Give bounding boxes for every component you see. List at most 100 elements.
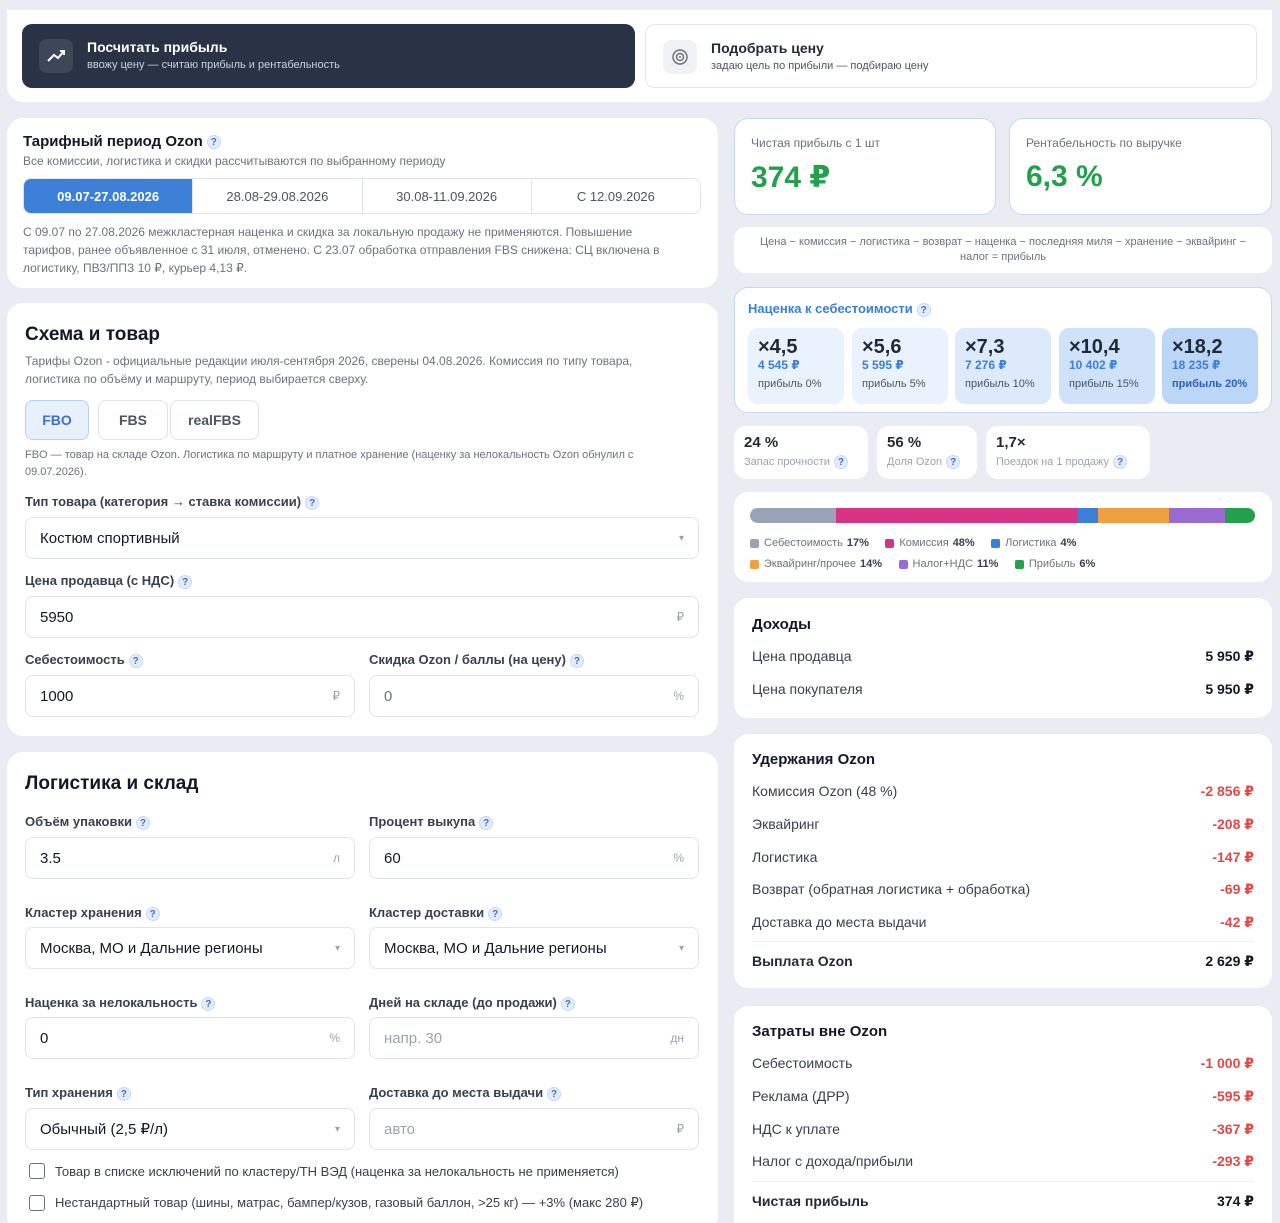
volume-value: 3.5 — [40, 849, 61, 867]
help-icon[interactable]: ? — [946, 455, 961, 469]
markup-title: Наценка к себестоимости? — [748, 301, 931, 317]
help-icon[interactable]: ? — [305, 495, 320, 510]
legend-name: Прибыль — [1028, 558, 1076, 570]
help-icon[interactable]: ? — [833, 455, 848, 469]
trend-up-icon — [39, 39, 73, 73]
income-row: Цена продавца 5 950 ₽ — [752, 648, 1254, 665]
row-value: 374 ₽ — [1217, 1193, 1254, 1209]
mode-calc-subtitle: ввожу цену — считаю прибыль и рентабельн… — [87, 59, 340, 71]
outside-row: Себестоимость -1 000 ₽ — [752, 1055, 1254, 1072]
markup-card: Наценка к себестоимости? ×4,5 4 545 ₽ приб… — [734, 287, 1272, 413]
price-value: 5950 — [40, 608, 74, 626]
storage-cluster-select[interactable]: Москва, МО и Дальние регионы ▾ — [25, 927, 355, 969]
help-icon[interactable]: ? — [145, 906, 160, 921]
period-tab-4[interactable]: С 12.09.2026 — [530, 179, 700, 213]
markup-item[interactable]: ×4,5 4 545 ₽ прибыль 0% — [748, 328, 844, 404]
help-icon[interactable]: ? — [560, 996, 575, 1011]
breakdown-bar — [750, 508, 1255, 523]
scheme-tab-fbo[interactable]: FBO — [25, 400, 89, 440]
storage-type-select[interactable]: Обычный (2,5 ₽/л) ▾ — [25, 1108, 355, 1150]
period-tab-1[interactable]: 09.07-27.08.2026 — [24, 179, 193, 213]
category-label-text: Тип товара (категория → ставка комиссии) — [25, 494, 302, 509]
help-icon[interactable]: ? — [547, 1086, 562, 1101]
row-label: Выплата Ozon — [752, 953, 853, 969]
markup-item[interactable]: ×5,6 5 595 ₽ прибыль 5% — [852, 328, 948, 404]
markup-item[interactable]: ×7,3 7 276 ₽ прибыль 10% — [955, 328, 1051, 404]
help-icon[interactable]: ? — [1113, 455, 1127, 469]
ozon-card: Удержания Ozon Комиссия Ozon (48 %) -2 85… — [734, 734, 1272, 988]
markup-price: 10 402 ₽ — [1069, 358, 1118, 372]
scheme-tab-fbs[interactable]: FBS — [98, 400, 168, 440]
category-select[interactable]: Костюм спортивный ▾ — [25, 517, 699, 559]
help-icon[interactable]: ? — [916, 302, 931, 317]
mode-calc-button[interactable]: Посчитать прибыль ввожу цену — считаю пр… — [22, 24, 635, 88]
period-tab-2[interactable]: 28.08-29.08.2026 — [192, 179, 361, 213]
scheme-tab-realfbs[interactable]: realFBS — [170, 400, 259, 440]
delivery-cluster-select[interactable]: Москва, МО и Дальние регионы ▾ — [369, 927, 699, 969]
volume-unit: л — [332, 851, 340, 865]
logistics-card: Логистика и склад Объём упаковки? 3.5 л П… — [7, 752, 718, 1223]
metric-safety: 24 % Запас прочности? — [734, 426, 868, 479]
help-icon[interactable]: ? — [135, 815, 150, 830]
volume-input[interactable]: 3.5 л — [25, 837, 355, 879]
legend-pct: 4% — [1060, 537, 1077, 549]
cost-input[interactable]: 1000 ₽ — [25, 675, 355, 717]
markup-item[interactable]: ×18,2 18 235 ₽ прибыль 20% — [1162, 328, 1258, 404]
breakdown-legend: Себестоимость 17% Комиссия 48% Логистика 4%… — [750, 533, 1260, 575]
legend-name: Себестоимость — [764, 537, 843, 549]
scheme-note: FBO — товар на складе Ozon. Логистика по… — [25, 449, 634, 478]
help-icon[interactable]: ? — [569, 653, 584, 668]
checkbox-box[interactable] — [29, 1195, 45, 1211]
price-unit: ₽ — [676, 610, 684, 624]
markup-mult: ×18,2 — [1172, 336, 1223, 358]
ozon-row: Эквайринг -208 ₽ — [752, 816, 1254, 833]
nonlocal-label-text: Наценка за нелокальность — [25, 995, 198, 1010]
nonlocal-value: 0 — [40, 1029, 49, 1047]
days-placeholder: напр. 30 — [384, 1029, 443, 1047]
metric-value: 56 % — [887, 434, 922, 451]
exclusion-checkbox[interactable]: Товар в списке исключений по кластеру/ТН… — [29, 1163, 619, 1179]
margin-card: Рентабельность по выручке 6,3 % — [1009, 118, 1272, 215]
breakdown-card: Себестоимость 17% Комиссия 48% Логистика 4%… — [734, 492, 1272, 582]
help-icon[interactable]: ? — [488, 906, 503, 921]
price-input[interactable]: 5950 ₽ — [25, 596, 699, 638]
outside-total: Чистая прибыль 374 ₽ — [752, 1193, 1254, 1210]
legend-swatch — [991, 539, 1001, 548]
cost-label: Себестоимость? — [25, 652, 143, 668]
bar-segment — [1098, 508, 1170, 523]
period-tab-3[interactable]: 30.08-11.09.2026 — [361, 179, 531, 213]
lastmile-input[interactable]: авто ₽ — [369, 1108, 699, 1150]
buyout-value: 60 — [384, 849, 401, 867]
lastmile-unit: ₽ — [676, 1122, 684, 1136]
legend-pct: 6% — [1079, 558, 1096, 570]
help-icon[interactable]: ? — [479, 815, 494, 830]
margin-label: Рентабельность по выручке — [1026, 136, 1182, 150]
row-label: Цена покупателя — [752, 681, 863, 697]
help-icon[interactable]: ? — [178, 574, 193, 589]
checkbox-box[interactable] — [29, 1163, 45, 1179]
row-label: Возврат (обратная логистика + обработка) — [752, 881, 1031, 897]
discount-label: Скидка Ozon / баллы (на цену)? — [369, 652, 584, 668]
markup-item[interactable]: ×10,4 10 402 ₽ прибыль 15% — [1059, 328, 1155, 404]
help-icon[interactable]: ? — [128, 653, 143, 668]
nonstandard-checkbox[interactable]: Нестандартный товар (шины, матрас, бампе… — [29, 1195, 643, 1211]
days-input[interactable]: напр. 30 дн — [369, 1017, 699, 1059]
logistics-title: Логистика и склад — [25, 773, 199, 794]
chevron-down-icon: ▾ — [334, 1123, 340, 1135]
markup-mult: ×4,5 — [758, 336, 798, 358]
discount-input[interactable]: 0% — [369, 675, 699, 717]
mode-pick-button[interactable]: Подобрать цену задаю цель по прибыли — п… — [645, 24, 1257, 88]
profit-label: Чистая прибыль с 1 шт — [751, 136, 880, 150]
buyout-input[interactable]: 60% — [369, 837, 699, 879]
legend-pct: 11% — [977, 558, 999, 570]
legend-name: Налог+НДС — [912, 558, 974, 570]
bar-segment — [1078, 508, 1099, 523]
legend-swatch — [898, 560, 908, 569]
nonlocal-input[interactable]: 0% — [25, 1017, 355, 1059]
help-icon[interactable]: ? — [116, 1086, 131, 1101]
help-icon[interactable]: ? — [206, 135, 221, 150]
help-icon[interactable]: ? — [201, 996, 216, 1011]
income-row: Цена покупателя 5 950 ₽ — [752, 681, 1254, 698]
lastmile-label: Доставка до места выдачи? — [369, 1085, 562, 1101]
legend-pct: 48% — [952, 537, 975, 549]
